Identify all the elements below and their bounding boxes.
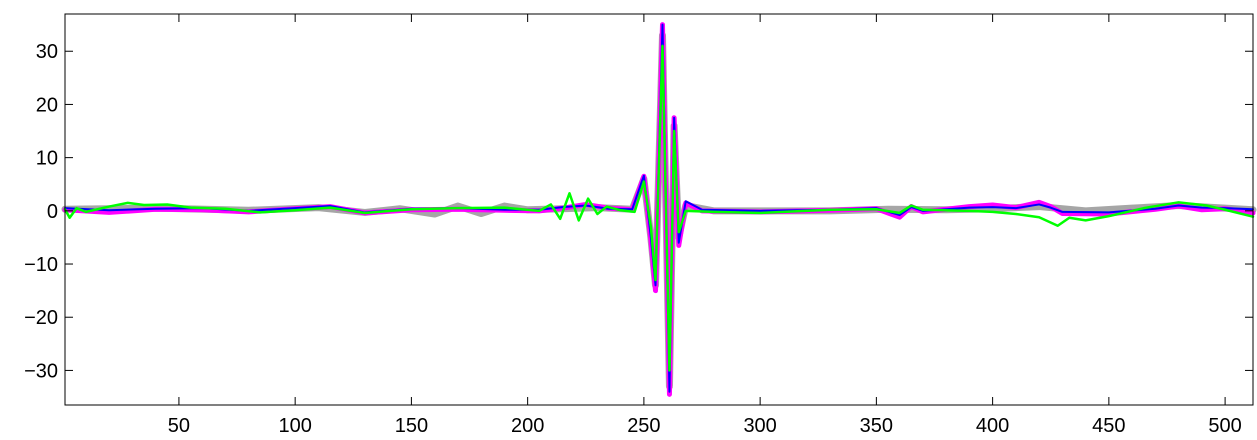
y-tick-label: 0: [47, 201, 58, 223]
x-tick-label: 450: [1092, 415, 1125, 437]
series-layer: [61, 22, 1257, 397]
y-tick-label: 20: [36, 94, 58, 116]
series-line-4: [63, 44, 1255, 372]
y-tick-label: −10: [24, 254, 58, 276]
x-tick-label: 150: [395, 415, 428, 437]
y-tick-label: −30: [24, 360, 58, 382]
x-tick-label: 500: [1208, 415, 1241, 437]
plot-frame: [64, 13, 1254, 406]
x-tick-label: 300: [743, 415, 776, 437]
y-tick-label: 30: [36, 41, 58, 63]
x-tick-label: 350: [860, 415, 893, 437]
y-axis: −30 −20 −10 0 10 20 30: [24, 41, 1253, 382]
y-tick-label: −20: [24, 307, 58, 329]
y-tick-label: 10: [36, 148, 58, 170]
x-tick-label: 100: [278, 415, 311, 437]
x-tick-label: 200: [511, 415, 544, 437]
x-tick-label: 50: [168, 415, 190, 437]
x-axis: 50 100 150 200 250 300 350 400 450 500: [168, 14, 1242, 437]
x-tick-label: 250: [627, 415, 660, 437]
x-tick-label: 400: [976, 415, 1009, 437]
